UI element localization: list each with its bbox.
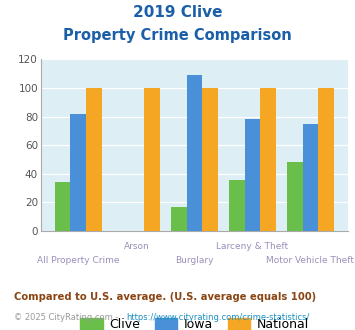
Bar (186, 75, 202, 231)
Text: 2019 Clive: 2019 Clive (133, 5, 222, 20)
Bar (260, 88, 276, 231)
Bar (287, 162, 302, 231)
Text: Motor Vehicle Theft: Motor Vehicle Theft (267, 256, 354, 265)
Legend: Clive, Iowa, National: Clive, Iowa, National (75, 313, 314, 330)
Text: Larceny & Theft: Larceny & Theft (216, 242, 289, 251)
Bar (70, 114, 86, 231)
Bar (86, 88, 102, 231)
Bar (171, 207, 186, 231)
Bar (229, 180, 245, 231)
Text: Burglary: Burglary (175, 256, 214, 265)
Bar (245, 119, 260, 231)
Bar (318, 88, 334, 231)
Text: Compared to U.S. average. (U.S. average equals 100): Compared to U.S. average. (U.S. average … (14, 292, 316, 302)
Text: Arson: Arson (124, 242, 149, 251)
Text: https://www.cityrating.com/crime-statistics/: https://www.cityrating.com/crime-statist… (126, 313, 310, 322)
Text: All Property Crime: All Property Crime (37, 256, 120, 265)
Bar (202, 88, 218, 231)
Text: Property Crime Comparison: Property Crime Comparison (63, 28, 292, 43)
Bar (55, 182, 70, 231)
Bar (144, 88, 160, 231)
Text: © 2025 CityRating.com -: © 2025 CityRating.com - (14, 313, 121, 322)
Bar (302, 124, 318, 231)
